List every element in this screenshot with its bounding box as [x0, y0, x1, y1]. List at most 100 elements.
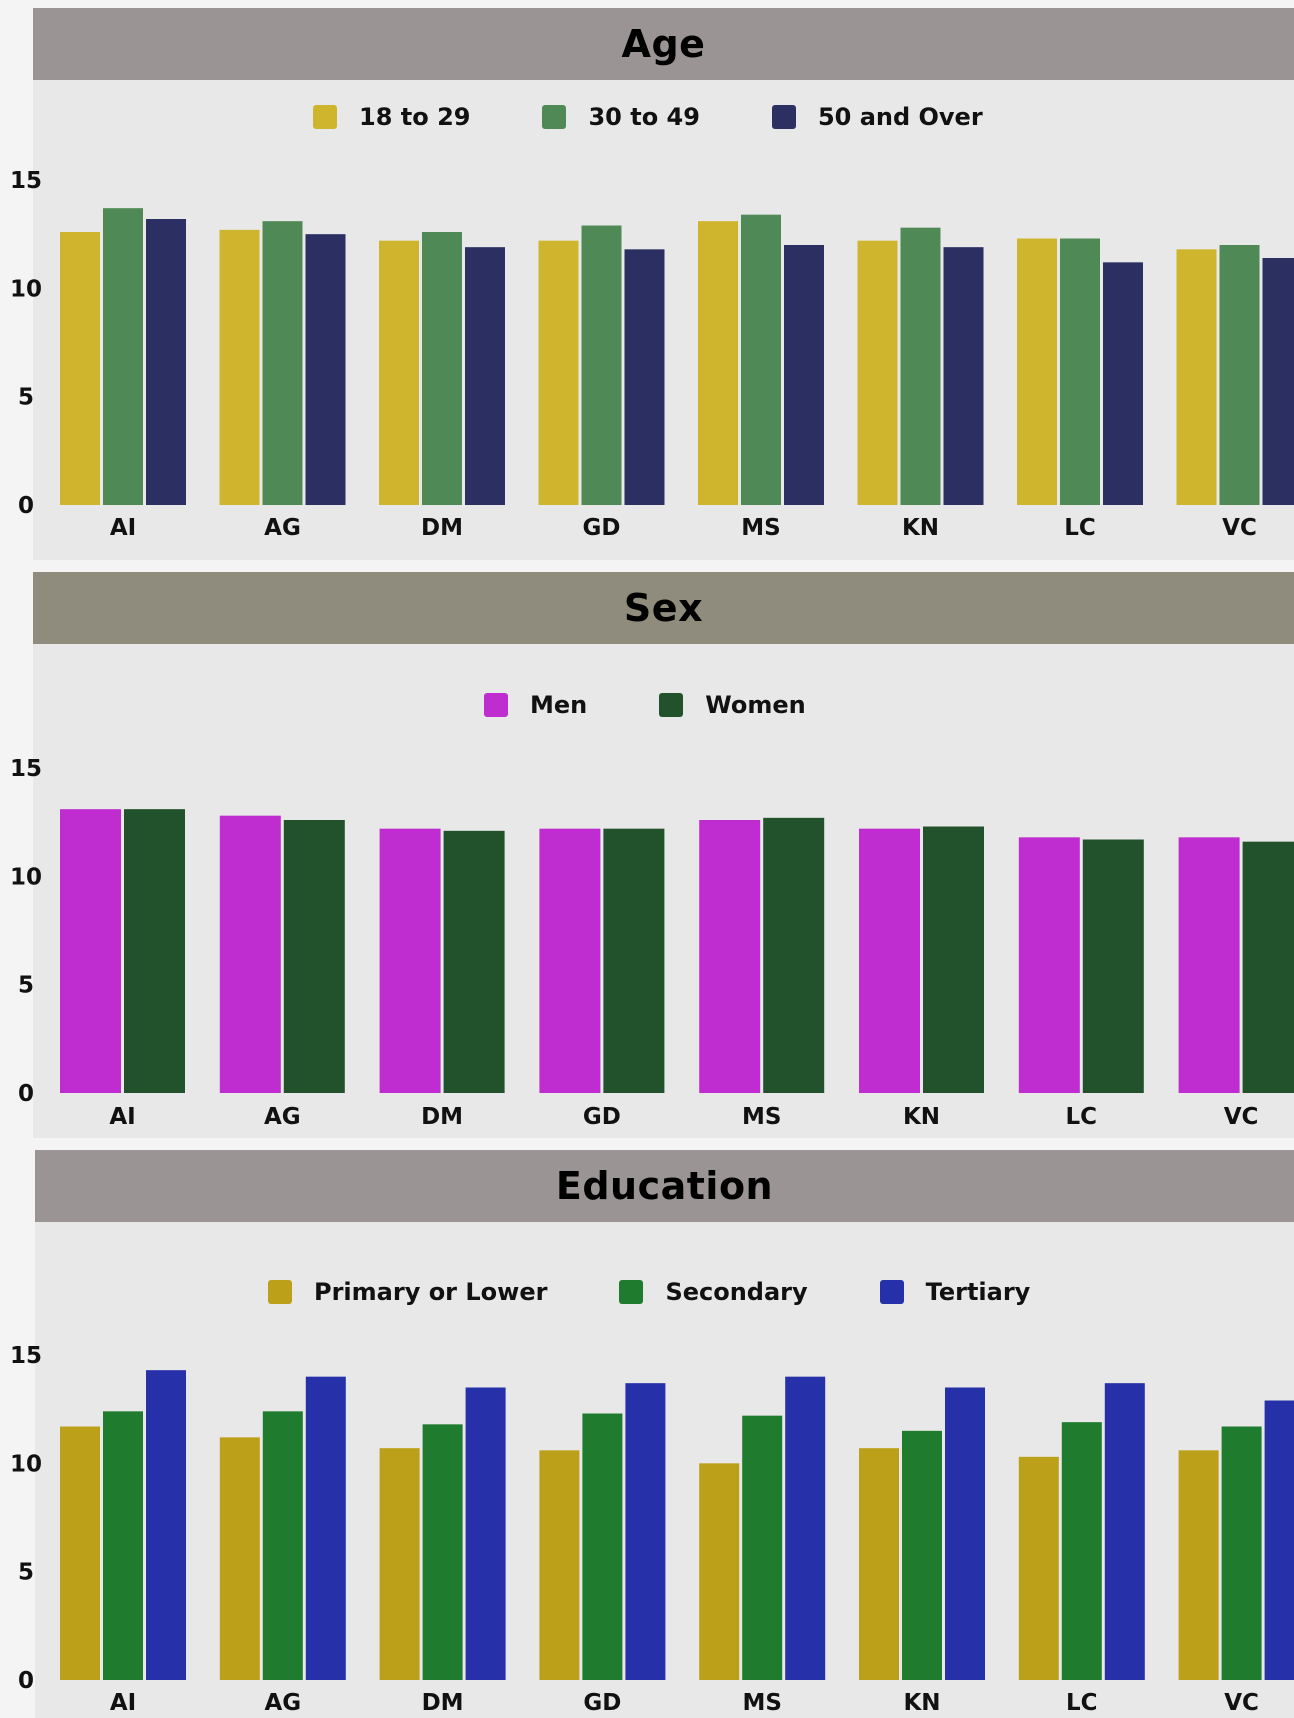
x-category-label: LC: [1066, 1690, 1098, 1716]
bar: [857, 240, 898, 505]
x-category-label: DM: [421, 515, 463, 541]
x-category-label: LC: [1064, 515, 1096, 541]
y-tick-label: 5: [18, 1560, 34, 1586]
bar: [219, 815, 281, 1093]
bar: [582, 1413, 623, 1680]
legend-label: 30 to 49: [588, 103, 700, 131]
x-category-label: GD: [583, 1104, 621, 1130]
x-category-label: AG: [264, 515, 301, 541]
bar: [741, 214, 781, 505]
bar: [1242, 841, 1294, 1093]
bar: [945, 1387, 985, 1680]
bar: [60, 809, 121, 1093]
bar: [699, 820, 761, 1093]
sex-panel-title: Sex: [33, 572, 1294, 644]
bar: [1082, 839, 1144, 1093]
bar: [1219, 245, 1260, 505]
x-category-label: MS: [742, 1690, 781, 1716]
bar: [698, 221, 738, 505]
y-tick-label: 15: [10, 168, 42, 194]
legend-swatch: [268, 1280, 292, 1304]
bar: [465, 247, 505, 505]
bar: [305, 234, 346, 505]
legend-label: 50 and Over: [817, 103, 983, 131]
sex-chart: 0 5 10 15 AI AG DM GD MS KN LC VC: [10, 756, 1294, 1130]
legend-item: Women: [659, 691, 806, 719]
bar: [146, 219, 186, 505]
x-category-label: MS: [741, 515, 780, 541]
bar: [1104, 1383, 1145, 1680]
legend-item: 18 to 29: [313, 103, 470, 131]
x-category-label: KN: [903, 1690, 940, 1716]
bar: [1018, 837, 1080, 1093]
bar: [1176, 249, 1217, 505]
legend-label: Tertiary: [925, 1278, 1031, 1306]
bar: [624, 249, 665, 505]
legend-swatch: [484, 693, 508, 717]
bar: [60, 232, 100, 505]
bar: [379, 828, 441, 1093]
legend-label: 18 to 29: [359, 103, 471, 131]
bar: [283, 820, 345, 1093]
legend-swatch: [879, 1280, 904, 1304]
education-legend: Primary or Lower Secondary Tertiary: [268, 1277, 1030, 1307]
legend-swatch: [619, 1280, 644, 1304]
y-tick-label: 10: [10, 1451, 42, 1477]
x-category-label: AI: [109, 1104, 135, 1130]
bar: [785, 1376, 826, 1680]
legend-swatch: [771, 105, 796, 129]
x-category-label: VC: [1224, 1104, 1259, 1130]
x-category-label: DM: [422, 1690, 464, 1716]
bar: [422, 232, 462, 505]
legend-item: Primary or Lower: [268, 1278, 547, 1306]
bar: [1178, 837, 1240, 1093]
legend-label: Primary or Lower: [314, 1278, 548, 1306]
x-category-label: VC: [1222, 515, 1257, 541]
legend-item: Tertiary: [879, 1278, 1031, 1306]
legend-label: Men: [530, 691, 588, 719]
bar: [943, 247, 984, 505]
x-category-label: KN: [902, 515, 939, 541]
bar: [379, 240, 419, 505]
x-category-label: AG: [264, 1104, 301, 1130]
bar: [603, 828, 665, 1093]
legend-swatch: [659, 693, 684, 717]
education-panel-title: Education: [35, 1150, 1294, 1222]
y-tick-label: 10: [10, 276, 42, 302]
bar: [859, 1448, 899, 1680]
bar: [305, 1376, 346, 1680]
bar: [539, 1450, 580, 1680]
x-category-label: LC: [1066, 1104, 1098, 1130]
bar: [763, 817, 825, 1093]
legend-swatch: [542, 105, 567, 129]
bar: [262, 1411, 303, 1680]
bar: [742, 1415, 783, 1680]
y-tick-label: 5: [18, 973, 34, 999]
x-category-label: MS: [742, 1104, 781, 1130]
x-category-label: GD: [583, 1690, 621, 1716]
x-category-label: AG: [264, 1690, 301, 1716]
bar: [262, 221, 303, 505]
y-tick-label: 0: [18, 493, 34, 519]
bar: [146, 1370, 186, 1680]
legend-item: Men: [484, 691, 587, 719]
legend-label: Women: [705, 691, 806, 719]
bar: [219, 1437, 260, 1680]
bar: [1103, 262, 1143, 505]
legend-swatch: [313, 105, 337, 129]
x-category-label: KN: [903, 1104, 940, 1130]
bar: [539, 828, 601, 1093]
bar: [538, 240, 579, 505]
bar: [443, 830, 505, 1093]
bar: [1017, 238, 1057, 505]
bar: [379, 1448, 420, 1680]
bar: [1018, 1456, 1059, 1680]
x-category-label: GD: [583, 515, 621, 541]
y-tick-label: 15: [10, 1343, 42, 1369]
x-category-label: AI: [110, 1690, 136, 1716]
y-tick-label: 10: [10, 864, 42, 890]
bar: [784, 245, 824, 505]
bar: [859, 828, 920, 1093]
bar: [1262, 258, 1294, 505]
